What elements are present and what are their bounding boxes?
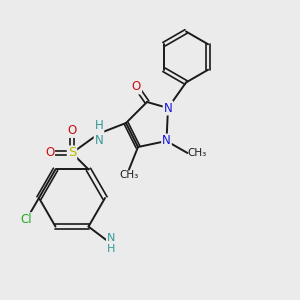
Text: CH₃: CH₃ xyxy=(188,148,207,158)
Text: H
N: H N xyxy=(94,119,103,148)
Text: S: S xyxy=(68,146,76,160)
Text: N: N xyxy=(164,101,172,115)
Text: O: O xyxy=(132,80,141,94)
Text: Cl: Cl xyxy=(21,213,32,226)
Text: N: N xyxy=(162,134,171,148)
Text: N
H: N H xyxy=(107,233,115,254)
Text: O: O xyxy=(45,146,54,160)
Text: CH₃: CH₃ xyxy=(119,169,139,179)
Text: O: O xyxy=(68,124,76,137)
